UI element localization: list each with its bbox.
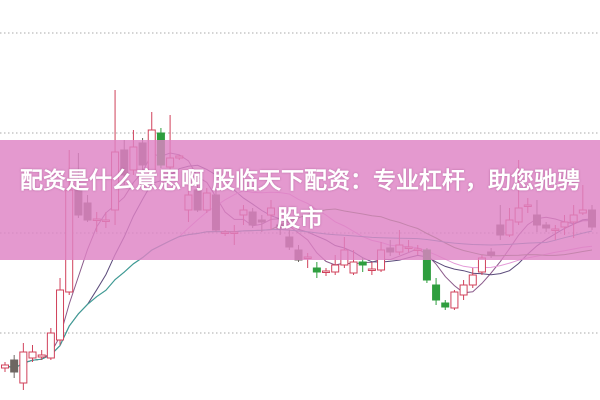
candle-body (312, 267, 321, 273)
candle-body (37, 354, 46, 358)
candle-body (477, 257, 486, 273)
candle-body (358, 261, 367, 266)
candle-body (56, 289, 65, 341)
title-banner: 配资是什么意思啊 股临天下配资：专业杠杆，助您驰骋股市 (0, 140, 600, 260)
candle-body (1, 364, 9, 369)
candle-body (441, 302, 450, 308)
candle-body (468, 274, 477, 286)
banner-title: 配资是什么意思啊 股临天下配资：专业杠杆，助您驰骋股市 (19, 168, 580, 232)
candle-body (367, 268, 376, 271)
candle-body (331, 264, 340, 273)
candle-body (432, 284, 441, 301)
candle-body (19, 351, 28, 384)
candle-body (322, 270, 331, 273)
candle-body (459, 284, 468, 296)
candle-body (28, 351, 37, 359)
candle-body (10, 359, 19, 373)
candle-body (46, 332, 55, 359)
candle-body (450, 291, 459, 309)
candle-body (349, 261, 358, 274)
